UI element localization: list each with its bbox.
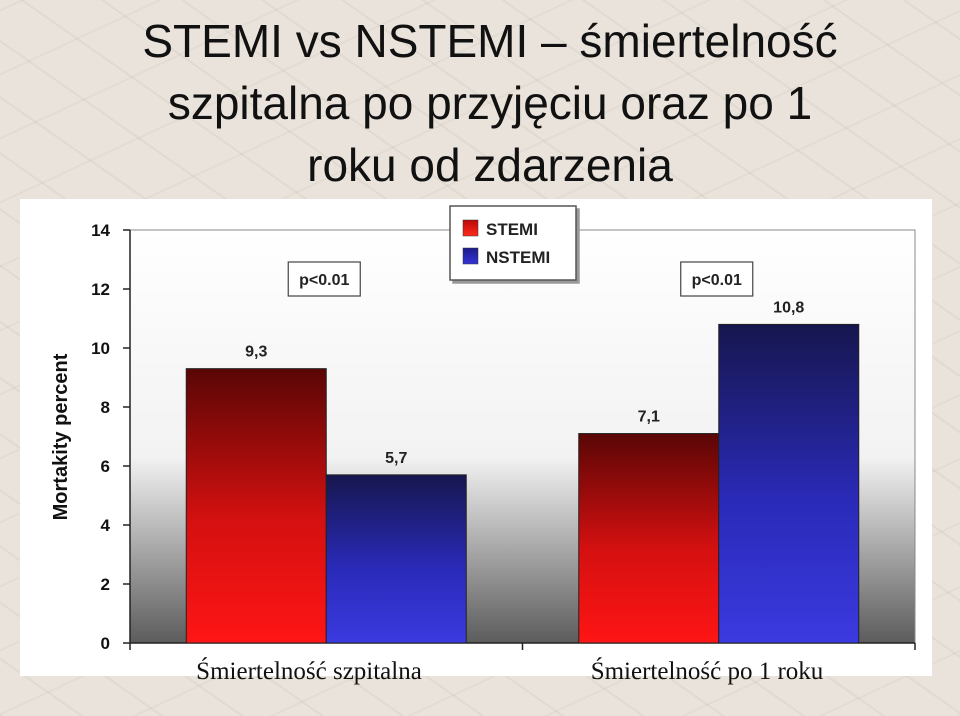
bar-stemi-2	[578, 433, 720, 644]
x-axis	[129, 642, 916, 650]
y-tick-label: 8	[101, 398, 110, 417]
p-value-annotation-1: p<0.01	[287, 261, 361, 297]
y-tick-label: 4	[101, 516, 111, 535]
y-axis-title: Mortakity percent	[50, 353, 72, 520]
category-label-1: Śmiertelność szpitalna	[196, 658, 422, 685]
bar-nstemi-2	[718, 323, 860, 644]
chart-panel: 0 2 4 6 8 10 12 14 9,3 5,7 7,1 10,8 p<0.01 p<0.01 M…	[20, 199, 932, 676]
y-tick-label: 0	[101, 634, 110, 653]
bar-stemi-1	[185, 368, 327, 644]
annotation-text: p<0.01	[299, 272, 349, 289]
legend-swatch-stemi	[462, 219, 479, 237]
bar-value-label: 9,3	[245, 344, 267, 361]
bar-value-label: 10,8	[773, 299, 804, 316]
legend-label-stemi: STEMI	[486, 220, 538, 239]
y-tick-label: 2	[101, 575, 110, 594]
slide-title: STEMI vs NSTEMI – śmiertelność szpitalna…	[0, 10, 960, 196]
chart-svg: 0 2 4 6 8 10 12 14 9,3 5,7 7,1 10,8 p<0.01 p<0.01 M…	[50, 205, 916, 653]
slide-title-line-2: szpitalna po przyjęciu oraz po 1	[167, 77, 813, 129]
category-label-2: Śmiertelność po 1 roku	[590, 658, 824, 685]
slide-title-line-3: roku od zdarzenia	[307, 139, 673, 191]
bar-labels: 9,3 5,7 7,1 10,8	[245, 299, 804, 466]
y-tick-label: 10	[91, 339, 110, 358]
bar-value-label: 5,7	[385, 450, 407, 467]
legend: STEMI NSTEMI	[449, 205, 577, 281]
bar-nstemi-1	[325, 474, 467, 644]
annotation-text: p<0.01	[692, 272, 742, 289]
slide-title-line-1: STEMI vs NSTEMI – śmiertelność	[142, 15, 838, 67]
bars	[185, 323, 860, 644]
legend-box	[449, 205, 577, 281]
bar-value-label: 7,1	[638, 409, 660, 426]
legend-label-nstemi: NSTEMI	[486, 248, 550, 267]
y-tick-label: 12	[91, 280, 110, 299]
legend-swatch-nstemi	[462, 247, 479, 265]
p-value-annotation-2: p<0.01	[680, 261, 754, 297]
annotation-box	[287, 261, 361, 297]
y-axis: 0 2 4 6 8 10 12 14	[91, 221, 131, 653]
annotation-box	[680, 261, 754, 297]
y-tick-label: 14	[91, 221, 110, 240]
y-tick-label: 6	[101, 457, 110, 476]
annotations: p<0.01 p<0.01	[287, 261, 754, 297]
